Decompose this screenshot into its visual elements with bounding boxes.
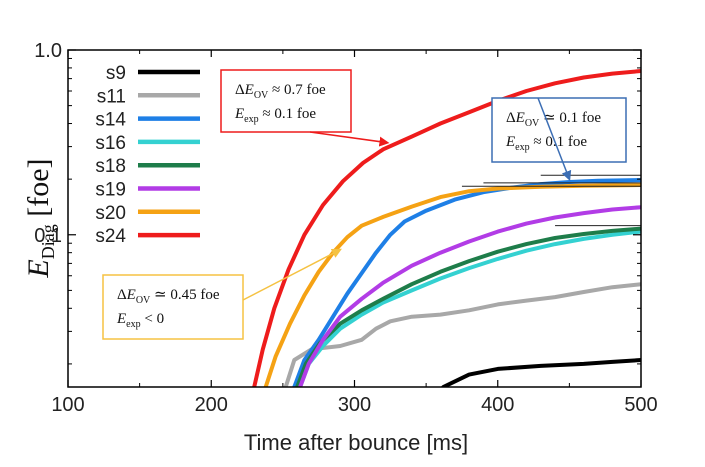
x-axis-label: Time after bounce [ms] — [244, 430, 468, 455]
x-tick-label: 500 — [624, 394, 657, 416]
legend-label-s19: s19 — [95, 180, 126, 201]
series-line-s11 — [283, 282, 641, 387]
series-group — [252, 69, 641, 387]
series-line-s20 — [263, 183, 641, 387]
annotation-arrow — [537, 97, 572, 182]
x-tick-label: 100 — [51, 394, 84, 416]
legend-label-s16: s16 — [95, 133, 126, 154]
annotation-s24: ΔEOV ≈ 0.7 foe Eexp ≈ 0.1 foe — [220, 69, 390, 147]
series-line-s19 — [298, 205, 641, 387]
annotation-text: Eexp ≈ 0.1 foe — [505, 134, 587, 153]
y-tick-label: 1.0 — [34, 40, 62, 62]
series-line-s16 — [298, 229, 641, 387]
x-tick-label: 200 — [195, 394, 228, 416]
annotation-arrow — [309, 131, 390, 147]
x-tick-label: 300 — [338, 394, 371, 416]
annotation-s14: ΔEOV ≃ 0.1 foe Eexp ≈ 0.1 foe — [491, 97, 627, 182]
y-axis-title: EDiag [foe] — [22, 158, 58, 278]
series-line-s24 — [252, 69, 641, 387]
legend-label-s9: s9 — [106, 63, 126, 84]
legend-label-s14: s14 — [95, 110, 126, 131]
series-line-s14 — [292, 178, 641, 387]
legend-label-s24: s24 — [95, 226, 126, 247]
legend-label-s20: s20 — [95, 203, 126, 224]
annotation-box — [102, 274, 244, 340]
annotation-s20: ΔEOV ≃ 0.45 foe Eexp < 0 — [102, 248, 342, 340]
legend-label-s11: s11 — [97, 86, 126, 107]
annotation-box — [220, 69, 352, 133]
legend-label-s18: s18 — [95, 156, 126, 177]
annotation-text: Eexp < 0 — [116, 311, 164, 330]
y-tick-label: 0.1 — [34, 225, 62, 247]
plot-area: 100 200 300 400 500 1.0 0.1 — [34, 40, 658, 416]
series-line-s9 — [441, 358, 641, 387]
annotation-text: ΔEOV ≃ 0.45 foe — [117, 287, 220, 306]
annotation-text: ΔEOV ≈ 0.7 foe — [235, 82, 326, 101]
annotation-text: Eexp ≈ 0.1 foe — [234, 106, 316, 125]
annotation-arrow — [242, 248, 342, 301]
x-tick-label: 400 — [481, 394, 514, 416]
annotation-text: ΔEOV ≃ 0.1 foe — [506, 110, 601, 129]
y-axis-label: EDiag [foe] — [22, 158, 58, 278]
